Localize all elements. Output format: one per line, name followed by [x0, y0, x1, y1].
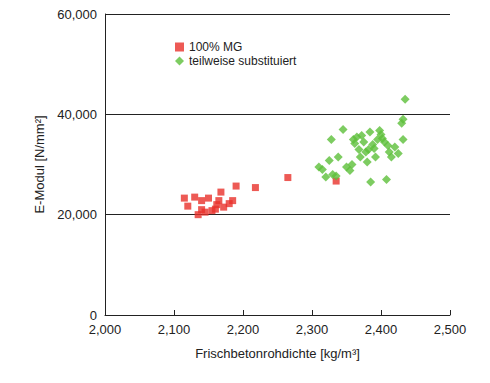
- svg-text:20,000: 20,000: [57, 207, 97, 222]
- svg-text:40,000: 40,000: [57, 107, 97, 122]
- svg-text:E-Modul [N/mm²]: E-Modul [N/mm²]: [32, 115, 47, 213]
- svg-text:2,400: 2,400: [365, 322, 398, 337]
- svg-text:0: 0: [90, 308, 97, 323]
- svg-text:100% MG: 100% MG: [189, 40, 242, 54]
- svg-text:60,000: 60,000: [57, 7, 97, 22]
- svg-text:2,000: 2,000: [89, 322, 122, 337]
- svg-text:2,100: 2,100: [158, 322, 191, 337]
- svg-text:2,300: 2,300: [296, 322, 329, 337]
- svg-text:2,200: 2,200: [227, 322, 260, 337]
- svg-text:teilweise substituiert: teilweise substituiert: [189, 54, 297, 68]
- svg-text:2,500: 2,500: [434, 322, 467, 337]
- svg-text:Frischbetonrohdichte [kg/m³]: Frischbetonrohdichte [kg/m³]: [195, 346, 360, 361]
